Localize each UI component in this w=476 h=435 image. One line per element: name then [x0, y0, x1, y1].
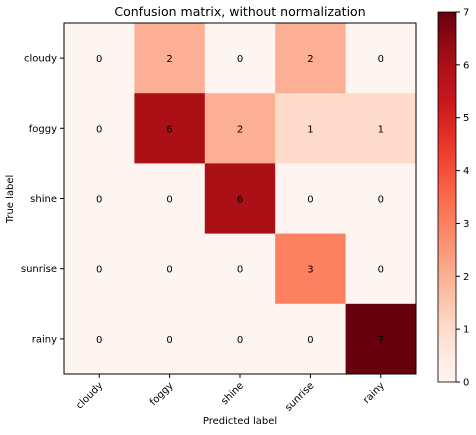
heatmap-cell — [64, 303, 135, 375]
x-tick-label: sunrise — [283, 380, 316, 413]
cell-value-label: 6 — [166, 124, 172, 135]
x-tick-label: foggy — [148, 380, 176, 408]
x-tick-label: rainy — [361, 380, 387, 406]
heatmap-cell — [64, 23, 135, 94]
cell-value-label: 0 — [96, 54, 102, 65]
heatmap-cell — [134, 23, 206, 94]
heatmap-cell — [345, 23, 417, 94]
cell-value-label: 0 — [96, 335, 102, 346]
heatmap-cell — [345, 233, 417, 305]
heatmap-cell — [345, 303, 417, 375]
y-tick-label: cloudy — [24, 54, 57, 65]
colorbar-tick-label: 4 — [463, 166, 469, 177]
y-tick-label: sunrise — [21, 264, 57, 275]
heatmap-cell — [64, 93, 135, 164]
colorbar-tick-label: 7 — [463, 8, 469, 19]
chart-title: Confusion matrix, without normalization — [114, 4, 365, 19]
x-tick-label: shine — [219, 380, 246, 407]
heatmap-cell — [275, 303, 347, 375]
y-axis-label: True label — [5, 175, 16, 225]
cell-value-label: 0 — [166, 335, 172, 346]
cell-value-label: 7 — [378, 335, 384, 346]
y-tick-labels: cloudy foggy shine sunrise rainy — [21, 54, 64, 345]
cell-value-label: 0 — [378, 54, 384, 65]
cell-value-label: 2 — [166, 54, 172, 65]
cell-value-label: 0 — [237, 265, 243, 276]
heatmap-cell — [204, 233, 276, 305]
cell-value-label: 0 — [237, 54, 243, 65]
cell-value-label: 0 — [378, 265, 384, 276]
heatmap-cell — [64, 163, 135, 235]
y-tick-label: rainy — [32, 334, 57, 345]
y-tick-label: shine — [30, 194, 57, 205]
colorbar-tick-label: 0 — [463, 378, 469, 389]
heatmap-cell — [345, 93, 417, 164]
heatmap-cell — [134, 233, 206, 305]
heatmap-cell — [204, 303, 276, 375]
cell-value-label: 6 — [237, 195, 243, 206]
colorbar-tick-label: 3 — [463, 219, 469, 230]
heatmap-cell — [345, 163, 417, 235]
heatmap-cell — [275, 163, 347, 235]
cell-value-label: 2 — [237, 124, 243, 135]
heatmap-cell — [64, 233, 135, 305]
y-tick-label: foggy — [29, 124, 57, 135]
cell-value-label: 0 — [96, 124, 102, 135]
cell-value-label: 0 — [96, 265, 102, 276]
heatmap-cell — [275, 233, 347, 305]
colorbar: 0 1 2 3 4 5 6 7 — [437, 8, 469, 389]
heatmap-cell — [204, 163, 276, 235]
cell-value-label: 0 — [307, 195, 313, 206]
cell-value-label: 0 — [166, 195, 172, 206]
colorbar-tick-label: 1 — [463, 325, 469, 336]
heatmap-cell — [134, 163, 206, 235]
cell-value-label: 0 — [96, 195, 102, 206]
cell-value-label: 0 — [378, 195, 384, 206]
cell-value-label: 1 — [307, 124, 313, 135]
cell-value-label: 0 — [237, 335, 243, 346]
cell-value-label: 3 — [307, 265, 313, 276]
heatmap-cell — [275, 23, 347, 94]
cell-value-label: 0 — [166, 265, 172, 276]
colorbar-tick-label: 5 — [463, 113, 469, 124]
heatmap-cell — [134, 303, 206, 375]
heatmap-cell — [275, 93, 347, 164]
colorbar-tick-label: 6 — [463, 60, 469, 71]
cell-value-label: 2 — [307, 54, 313, 65]
heatmap-cell — [204, 93, 276, 164]
x-tick-labels: cloudy foggy shine sunrise rainy — [74, 374, 387, 414]
heatmap-cell — [204, 23, 276, 94]
cell-value-label: 0 — [307, 335, 313, 346]
colorbar-tick-label: 2 — [463, 272, 469, 283]
cell-value-label: 1 — [378, 124, 384, 135]
heatmap-cell — [134, 93, 206, 164]
colorbar-gradient — [437, 11, 457, 383]
x-axis-label: Predicted label — [203, 416, 277, 427]
heatmap-plot: 0 2 0 2 0 0 6 2 1 1 0 0 6 0 0 0 0 0 3 0 0 0 0 0 7 — [63, 22, 417, 375]
x-tick-label: cloudy — [74, 380, 105, 411]
